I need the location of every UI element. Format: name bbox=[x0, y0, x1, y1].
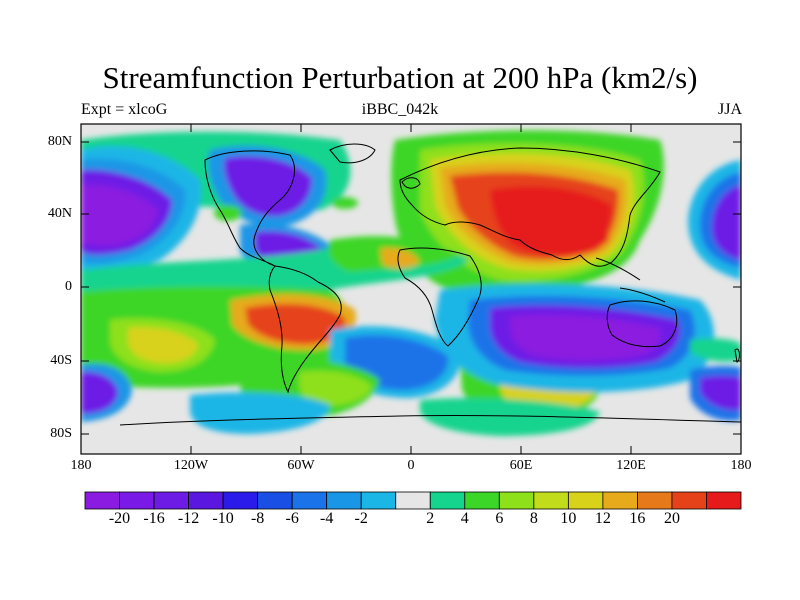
colorbar-label: 16 bbox=[629, 510, 646, 527]
lat-label-0: 0 bbox=[65, 279, 72, 294]
colorbar-swatch bbox=[326, 491, 362, 510]
lon-label-60w: 60W bbox=[287, 458, 315, 473]
colorbar bbox=[84, 491, 742, 510]
colorbar-label: 10 bbox=[560, 510, 577, 527]
chart-title: Streamfunction Perturbation at 200 hPa (… bbox=[102, 60, 698, 95]
colorbar-swatch bbox=[291, 491, 328, 510]
colorbar-label: -12 bbox=[177, 510, 200, 527]
lat-label-40n: 40N bbox=[47, 206, 72, 221]
colorbar-swatch bbox=[567, 491, 604, 510]
lon-label-0: 0 bbox=[407, 458, 415, 473]
experiment-label: Expt = xlcoG bbox=[81, 101, 168, 118]
lon-label-120w: 120W bbox=[173, 458, 209, 473]
lon-label-180w: 180 bbox=[70, 458, 92, 473]
colorbar-label: -2 bbox=[354, 510, 368, 527]
colorbar-label: -8 bbox=[250, 510, 265, 527]
colorbar-swatch bbox=[395, 491, 431, 510]
colorbar-swatch bbox=[257, 491, 293, 510]
colorbar-swatch bbox=[222, 491, 259, 510]
lat-label-40s: 40S bbox=[50, 353, 72, 368]
lon-label-60e: 60E bbox=[509, 458, 533, 473]
colorbar-swatch bbox=[671, 491, 707, 510]
colorbar-label: 20 bbox=[663, 510, 680, 527]
colorbar-label: 4 bbox=[460, 510, 469, 527]
colorbar-swatch bbox=[119, 491, 155, 510]
colorbar-swatch bbox=[464, 491, 500, 510]
colorbar-label: 12 bbox=[594, 510, 611, 527]
contour-field bbox=[81, 124, 741, 454]
colorbar-label: -16 bbox=[143, 510, 165, 527]
axis-ticks bbox=[81, 124, 741, 454]
lon-label-180e: 180 bbox=[730, 458, 752, 473]
colorbar-swatch bbox=[602, 491, 638, 510]
colorbar-label: 2 bbox=[426, 510, 435, 527]
lat-label-80n: 80N bbox=[47, 134, 72, 149]
colorbar-swatch bbox=[188, 491, 224, 510]
colorbar-swatch bbox=[498, 491, 535, 510]
colorbar-label: 8 bbox=[529, 510, 538, 527]
colorbar-label: -4 bbox=[320, 510, 334, 527]
lat-label-80s: 80S bbox=[50, 426, 72, 441]
colorbar-swatch bbox=[84, 491, 120, 510]
lon-label-120e: 120E bbox=[616, 458, 646, 473]
colorbar-label: 6 bbox=[495, 510, 504, 527]
coastlines bbox=[119, 143, 741, 426]
colorbar-swatch bbox=[637, 491, 673, 510]
colorbar-swatch bbox=[429, 491, 466, 510]
colorbar-swatch bbox=[360, 491, 397, 510]
colorbar-swatch bbox=[533, 491, 569, 510]
colorbar-label: -20 bbox=[108, 510, 131, 527]
colorbar-label: -10 bbox=[212, 510, 234, 527]
case-label: iBBC_042k bbox=[361, 101, 439, 118]
colorbar-label: -6 bbox=[285, 510, 299, 527]
season-label: JJA bbox=[717, 101, 742, 118]
colorbar-swatch bbox=[153, 491, 189, 510]
colorbar-swatch bbox=[706, 491, 742, 510]
